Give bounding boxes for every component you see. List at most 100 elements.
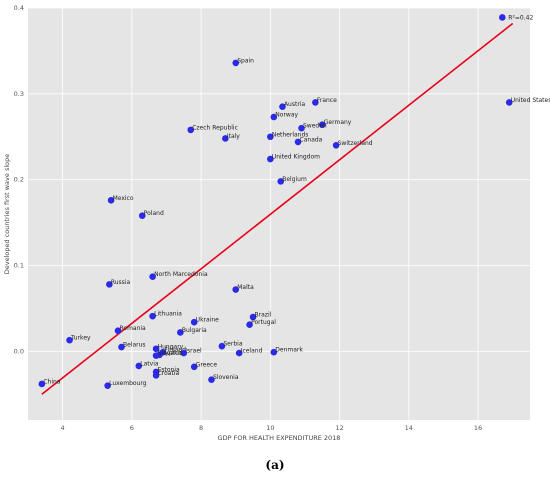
data-point: [277, 178, 285, 185]
data-point: [114, 327, 122, 335]
point-label: Sweden: [303, 123, 327, 130]
point-label: Cyprus: [161, 349, 182, 356]
y-tick-label: 0.1: [14, 262, 24, 270]
point-label: Netherlands: [272, 131, 309, 138]
data-point: [270, 348, 278, 356]
data-point: [152, 352, 160, 359]
point-label: Serbia: [223, 341, 242, 348]
y-tick-label: 0.0: [14, 347, 24, 355]
data-point: [270, 113, 278, 121]
data-point: [246, 321, 253, 329]
point-label: Portugal: [251, 319, 276, 326]
y-tick-label: 0.2: [14, 176, 24, 184]
point-label: France: [317, 97, 337, 104]
point-label: Italy: [227, 133, 240, 140]
point-label: United States: [511, 97, 550, 104]
data-point: [152, 372, 160, 379]
data-point: [298, 124, 305, 132]
caption-text: (a): [265, 458, 285, 472]
r2-marker: [499, 14, 506, 21]
data-point: [267, 133, 274, 141]
figure-caption: (a): [0, 458, 550, 472]
point-label: Czech Republic: [192, 124, 238, 131]
data-point: [118, 343, 125, 351]
data-point: [505, 99, 513, 106]
x-tick-label: 8: [199, 424, 203, 432]
data-point: [190, 318, 198, 326]
point-label: Poland: [144, 210, 164, 217]
point-label: Spain: [237, 57, 254, 64]
point-label: Finland: [165, 347, 187, 354]
point-label: Turkey: [70, 335, 91, 342]
x-tick-label: 14: [405, 424, 413, 432]
data-point: [149, 312, 156, 320]
data-point: [267, 155, 274, 163]
data-point: [312, 99, 319, 106]
point-label: Ukraine: [196, 317, 219, 324]
point-label: Hungary: [158, 343, 184, 350]
data-point: [187, 126, 195, 134]
x-axis-label: GDP FOR HEALTH EXPENDITURE 2018: [218, 434, 341, 442]
data-point: [177, 329, 184, 336]
x-tick-label: 10: [266, 424, 274, 432]
point-label: Luxembourg: [109, 380, 147, 387]
data-point: [232, 286, 240, 293]
scatter-chart: 4 6 8 10 12 14 16 0.0 0.1 0.2 0.3 0.4 Spain Austria F…: [3, 4, 550, 442]
data-point: [107, 196, 115, 204]
x-tick-label: 6: [130, 424, 134, 432]
point-label: United Kingdom: [272, 154, 320, 161]
data-point: [149, 273, 156, 280]
data-point: [318, 121, 326, 129]
point-label: Germany: [324, 119, 352, 126]
point-label: Russia: [111, 279, 131, 286]
x-tick-label: 4: [61, 424, 65, 432]
data-point: [159, 348, 167, 356]
point-label: Iceland: [241, 348, 263, 355]
data-point: [235, 349, 243, 357]
y-tick-label: 0.4: [14, 4, 24, 12]
data-point: [180, 349, 188, 357]
r2-label: R²=0.42: [508, 14, 533, 21]
point-label: Malta: [237, 284, 254, 291]
data-point: [222, 135, 229, 142]
point-label: Lithuania: [154, 311, 182, 318]
point-label: Belarus: [123, 342, 146, 349]
point-label: Belgium: [282, 176, 307, 183]
data-point: [332, 142, 340, 149]
point-label: Romania: [120, 325, 147, 332]
point-label: Slovenia: [213, 374, 239, 381]
data-point: [232, 59, 240, 67]
point-label: Austria: [284, 101, 306, 108]
data-point: [190, 363, 198, 371]
data-point: [135, 362, 143, 370]
data-point: [66, 336, 73, 344]
x-tick-label: 12: [335, 424, 343, 432]
point-label: Switzerland: [338, 140, 373, 147]
point-label: Bulgaria: [182, 327, 207, 334]
data-point: [218, 342, 226, 350]
data-point: [249, 313, 257, 321]
point-label: Canada: [300, 136, 323, 143]
point-label: Estonia: [158, 366, 180, 373]
x-tick-label: 16: [474, 424, 482, 432]
point-label: Slovakia: [158, 350, 184, 357]
data-point: [138, 212, 146, 220]
point-label: Croatia: [158, 370, 180, 377]
point-label: Brazil: [255, 312, 272, 319]
data-point: [279, 103, 286, 111]
point-label: Israel: [185, 348, 202, 355]
point-label: North Marcedonia: [154, 271, 208, 278]
axis-ticks: 4 6 8 10 12 14 16 0.0 0.1 0.2 0.3 0.4: [14, 4, 483, 432]
point-label: Mexico: [113, 195, 134, 202]
data-point: [294, 138, 302, 146]
point-label: Latvia: [140, 360, 159, 367]
data-point: [104, 382, 111, 389]
data-point: [152, 345, 160, 353]
data-point: [38, 380, 46, 388]
data-point: [208, 376, 215, 383]
y-tick-label: 0.3: [14, 90, 24, 98]
point-label: Denmark: [275, 347, 303, 354]
point-label: Norway: [275, 112, 298, 119]
point-label: Greece: [196, 361, 218, 368]
